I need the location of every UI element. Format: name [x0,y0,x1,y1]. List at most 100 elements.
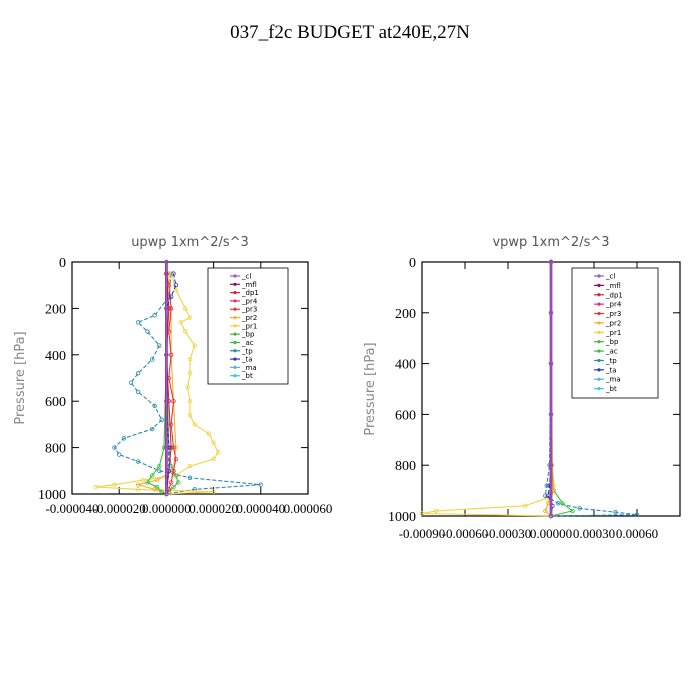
data-point-pr1 [173,287,179,293]
y-tick-label: 200 [45,302,66,317]
y-tick-label: 200 [395,307,416,322]
data-point-pr3 [171,468,176,473]
y-tick-label: 400 [45,349,66,364]
legend-marker-bp [597,340,601,344]
data-point-tp [258,482,263,487]
data-point-tp [159,417,164,422]
series-line-pr2 [544,262,555,517]
legend-label-ma: _ma [241,364,257,372]
data-point-tp [544,483,549,488]
data-point-pr1 [187,463,193,469]
data-point-cl [548,259,554,265]
data-point-ac [154,484,160,490]
data-point-bp [173,473,179,478]
data-point-cl [164,259,169,265]
data-point-tp [634,512,640,517]
x-tick-label: 0.00030 [573,526,615,541]
data-point-tp [152,403,157,409]
data-point-pr3 [171,445,176,450]
data-point-tp [135,371,141,376]
data-point-pr3 [168,422,174,427]
data-point-tp [613,509,618,515]
data-point-cl [164,445,169,450]
y-tick-label: 600 [45,395,66,410]
data-point-cl [548,463,554,468]
legend-label-cl: _cl [241,273,251,281]
legend-label-pr3: _pr3 [241,306,257,314]
legend-label-dp1: _dp1 [605,291,623,299]
legend-label-pr4: _pr4 [605,301,622,309]
data-point-tp [121,436,127,441]
data-point-pr1 [178,320,183,325]
data-point-pr2 [135,482,141,487]
data-point-pr1 [187,357,193,362]
legend-marker-pr1 [597,330,601,334]
legend-label-bt: _bt [605,385,617,393]
y-axis-label: Pressure [hPa] [363,342,378,435]
legend-label-mfl: _mfl [605,282,621,290]
legend-label-pr1: _pr1 [241,322,257,330]
y-tick-label: 400 [395,358,416,373]
legend-label-pr1: _pr1 [605,329,621,337]
legend-label-pr2: _pr2 [605,319,621,327]
y-axis-label: Pressure [hPa] [13,331,28,424]
data-point-cl [548,310,554,315]
data-point-pr1 [187,371,193,376]
data-point-tp [150,357,155,362]
data-point-pr1 [93,484,98,490]
data-point-tp [128,380,134,385]
panel-title: upwp 1xm^2/s^3 [131,235,249,250]
legend-marker-cl [233,274,237,278]
data-point-cl [164,399,169,404]
data-point-pr1 [192,343,197,348]
y-tick-label: 0 [409,256,416,271]
x-tick-label: 0.00000 [530,526,572,541]
series-line-pr1 [95,273,219,495]
legend-label-pr4: _pr4 [241,297,258,305]
legend-box [571,267,659,399]
data-point-tp [555,501,561,506]
data-point-pr1 [211,440,216,446]
data-point-pr1 [419,511,425,516]
data-point-pr1 [211,457,216,462]
data-point-tp [145,329,150,334]
data-point-pr2 [154,477,160,483]
upwp-panel: upwp 1xm^2/s^3 Pressure [hPa] 0 200 400 600 80… [13,235,332,516]
data-point-pr3 [173,457,179,462]
data-point-pr1 [187,399,193,404]
y-tick-label: 1000 [38,488,66,503]
legend-marker-bt [597,387,601,391]
legend-label-ac: _ac [241,339,254,347]
data-point-tp [135,389,141,395]
data-point-ta [173,283,179,288]
data-point-ac [570,508,575,514]
series-line-pr2 [135,273,177,495]
data-point-pr1 [211,489,216,494]
x-tick-label: 0.000020 [189,501,238,516]
data-point-pr1 [523,503,528,509]
data-point-ac [159,489,164,494]
x-tick-label: 0.00060 [616,526,658,541]
data-point-pr1 [183,306,188,311]
x-tick-label: -0.00030 [485,526,532,541]
legend-marker-pr4 [233,299,237,303]
data-point-tp [543,493,548,498]
x-tick-label: -0.00090 [399,526,446,541]
legend-marker-mfl [597,283,601,287]
data-point-ac [150,473,155,478]
legend-label-ta: _ta [241,356,253,364]
series-line-ta [165,273,177,495]
data-point-cl [164,306,169,311]
y-tick-label: 1000 [388,510,416,525]
legend-box [207,267,289,385]
legend-marker-bt [233,374,237,378]
legend-marker-ma [597,377,601,381]
data-point-pr3 [168,352,174,357]
data-point-tp [150,426,155,432]
y-tick-label: 800 [45,442,66,457]
data-point-ta [168,294,174,299]
data-point-pr1 [140,477,145,483]
legend-marker-ac [233,340,237,345]
legend-label-tp: _tp [241,347,253,355]
data-point-pr1 [187,315,193,320]
